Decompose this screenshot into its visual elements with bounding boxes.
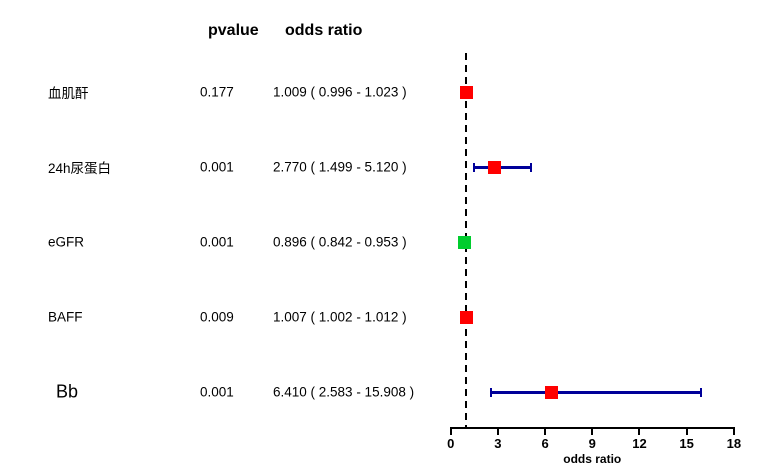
confidence-interval-bar: [474, 165, 532, 169]
x-tick: [732, 429, 735, 435]
x-tick-label: 0: [447, 436, 455, 451]
row-label: Bb: [56, 381, 79, 402]
x-axis-line: [449, 427, 735, 429]
x-tick: [638, 429, 641, 435]
x-tick: [685, 429, 688, 435]
confidence-interval-cap: [473, 162, 476, 172]
odds-ratio-point-square: [460, 85, 474, 99]
odds-ratio-ci-value: 1.009 ( 0.996 - 1.023 ): [273, 84, 407, 100]
odds-ratio-ci-value: 0.896 ( 0.842 - 0.953 ): [273, 234, 407, 250]
odds-ratio-point-square: [460, 310, 474, 324]
x-tick-label: 9: [588, 436, 596, 451]
x-tick: [591, 429, 594, 435]
odds-ratio-point-square: [458, 235, 472, 249]
row-label: 血肌酐: [48, 86, 89, 101]
pvalue-value: 0.177: [200, 84, 234, 100]
confidence-interval-cap: [699, 387, 702, 397]
x-tick: [449, 429, 452, 435]
x-tick-label: 12: [632, 436, 647, 451]
x-tick-label: 6: [541, 436, 549, 451]
x-tick-label: 3: [494, 436, 502, 451]
odds-ratio-ci-value: 2.770 ( 1.499 - 5.120 ): [273, 159, 407, 175]
confidence-interval-cap: [530, 162, 533, 172]
x-tick: [496, 429, 499, 435]
x-tick-label: 18: [726, 436, 742, 451]
row-label: 24h尿蛋白: [48, 161, 112, 176]
x-axis-title: odds ratio: [563, 452, 622, 466]
x-tick-label: 15: [679, 436, 694, 451]
row-label: eGFR: [48, 234, 85, 250]
row-label: BAFF: [48, 309, 83, 325]
odds-ratio-ci-value: 6.410 ( 2.583 - 15.908 ): [273, 384, 415, 400]
confidence-interval-cap: [490, 387, 493, 397]
pvalue-value: 0.001: [200, 384, 234, 400]
pvalue-value: 0.001: [200, 159, 234, 175]
odds-ratio-ci-value: 1.007 ( 1.002 - 1.012 ): [273, 309, 407, 325]
pvalue-column-header: pvalue: [208, 22, 259, 39]
pvalue-value: 0.001: [200, 234, 234, 250]
odds-ratio-point-square: [545, 385, 559, 399]
x-tick: [544, 429, 547, 435]
odds-ratio-point-square: [487, 160, 501, 174]
pvalue-value: 0.009: [200, 309, 234, 325]
confidence-interval-bar: [491, 390, 701, 394]
odds-ratio-column-header: odds ratio: [285, 22, 363, 39]
